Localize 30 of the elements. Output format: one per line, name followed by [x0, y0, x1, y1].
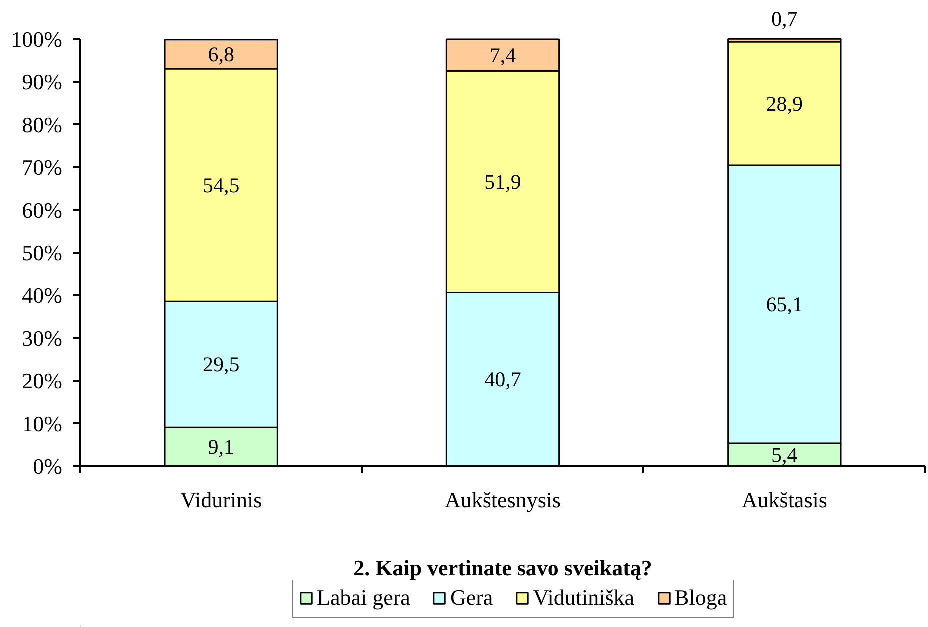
data-label: 54,5	[202, 173, 240, 198]
data-label: 6,8	[208, 42, 234, 66]
data-label: 40,7	[484, 368, 522, 392]
y-tick-label: 40%	[22, 283, 62, 308]
data-label: 7,4	[490, 43, 517, 68]
legend-label: Bloga	[674, 585, 728, 611]
y-tick-label: 50%	[22, 240, 62, 266]
data-label: 28,9	[766, 92, 804, 116]
y-tick-label: 60%	[22, 198, 62, 223]
data-label: 5,4	[772, 442, 798, 467]
y-tick-label: 10%	[22, 411, 62, 436]
data-label: 29,5	[202, 352, 240, 377]
y-tick-label: 90%	[22, 70, 62, 95]
x-tick-label: Aukštasis	[742, 488, 828, 512]
y-tick-label: 100%	[11, 27, 62, 52]
y-tick-label: 30%	[22, 326, 62, 351]
legend-label: Vidutiniška	[533, 585, 635, 611]
data-label: 51,9	[484, 170, 522, 194]
data-label: 0,7	[772, 7, 798, 32]
data-label: 65,1	[766, 292, 804, 316]
x-tick-label: Aukštesnysis	[444, 488, 562, 512]
legend-label: Gera	[450, 585, 494, 611]
y-tick-label: 20%	[22, 368, 62, 394]
x-tick-label: Vidurinis	[180, 488, 262, 512]
y-tick-label: 70%	[22, 155, 62, 180]
text: 2. Kaip vertinate savo sveikatą?	[354, 556, 652, 580]
y-tick-label: 0%	[33, 454, 62, 479]
y-tick-label: 80%	[22, 112, 62, 138]
data-label: 9,1	[208, 435, 234, 460]
legend-label: Labai gera	[317, 585, 410, 611]
